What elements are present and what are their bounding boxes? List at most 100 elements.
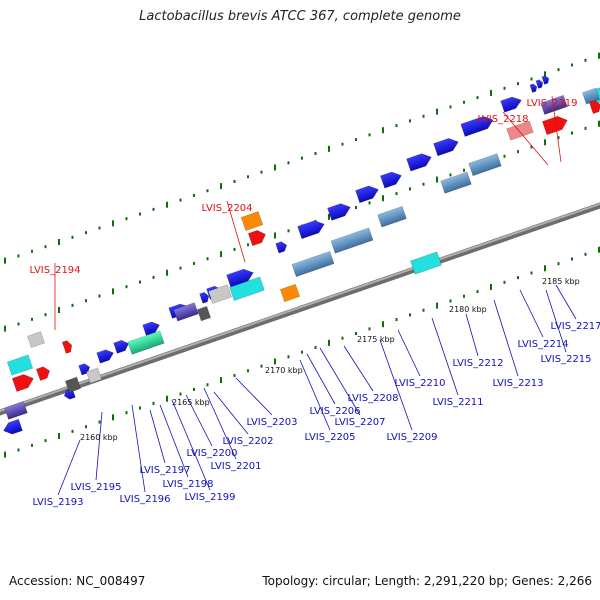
gene-reverse-shape	[3, 418, 23, 435]
mid-top-dot	[125, 285, 128, 289]
mid-top-dot	[328, 213, 330, 220]
lower-dot	[368, 327, 371, 331]
gene-steel	[468, 153, 502, 177]
gene-red-shape	[61, 340, 73, 354]
mid-top-dot	[193, 261, 195, 265]
lower-dot	[179, 392, 182, 396]
mid-top-dot	[98, 294, 101, 298]
gene-forward-shape	[96, 349, 114, 364]
gene-label: LVIS_2203	[246, 417, 297, 428]
lower-dot	[166, 395, 168, 402]
mid-top-dot	[287, 229, 290, 233]
lower-dot	[233, 373, 236, 377]
gene-grey	[208, 284, 232, 304]
lower-dot	[409, 313, 411, 317]
top-dot	[301, 156, 303, 160]
gene-steel-shape	[377, 205, 407, 228]
gene-label-leader	[213, 391, 249, 435]
mid-top-dot	[85, 299, 87, 303]
gene-forward-shape	[275, 241, 288, 254]
lower-dot	[287, 355, 290, 359]
mid-top-dot	[166, 269, 168, 276]
lower-dot	[125, 411, 128, 415]
gene-darkgrey	[64, 376, 82, 393]
gene-label-leader	[465, 313, 479, 357]
lower-dot	[314, 345, 317, 349]
mid-top-dot	[274, 232, 276, 239]
gene-label-leader	[235, 377, 273, 416]
gene-label: LVIS_2196	[119, 494, 170, 505]
lower-dot	[557, 262, 560, 266]
gene-label-leader	[493, 299, 519, 377]
lower-dot	[85, 425, 87, 429]
gene-darkgrey	[196, 305, 212, 322]
top-dot	[436, 108, 438, 115]
gene-cyan-shape	[410, 251, 442, 275]
gene-forward-shape	[380, 171, 402, 189]
mid-top-dot	[503, 154, 506, 158]
gene-forward	[226, 268, 254, 288]
top-dot	[166, 201, 168, 208]
accession-text: Accession: NC_008497	[9, 574, 146, 588]
gene-grey-shape	[85, 367, 103, 384]
gene-forward-shape	[460, 116, 494, 137]
gene-label: LVIS_2205	[304, 432, 355, 443]
gene-label: LVIS_2193	[32, 497, 83, 508]
gene-forward	[199, 291, 210, 304]
top-dot	[463, 100, 465, 104]
lower-dot	[44, 439, 47, 443]
gene-purple-shape	[4, 401, 28, 420]
gene-forward	[96, 349, 114, 364]
lower-dot	[341, 336, 344, 340]
gene-label-leader	[319, 347, 361, 416]
lower-dot	[193, 387, 195, 391]
top-dot	[598, 52, 600, 59]
gene-darkgrey-shape	[64, 376, 82, 393]
gene-red	[11, 374, 34, 392]
gene-red-shape	[35, 366, 51, 381]
gene-label-leader	[519, 289, 544, 338]
lower-dot	[4, 451, 6, 458]
gene-label: LVIS_2198	[162, 479, 213, 490]
gene-forward-shape	[199, 291, 210, 304]
gene-forward	[460, 116, 494, 137]
lower-dot	[206, 383, 209, 387]
gene-label: LVIS_2210	[394, 378, 445, 389]
gene-steel	[330, 227, 374, 254]
mid-top-dot	[517, 150, 519, 154]
mid-top-dot	[58, 306, 60, 313]
gene-purple	[4, 401, 28, 420]
gene-grey-shape	[27, 331, 45, 348]
gene-label-leader	[397, 329, 421, 377]
lower-dot	[598, 246, 600, 253]
gene-forward-shape	[541, 75, 550, 85]
gene-forward-shape	[500, 96, 522, 113]
top-dot	[125, 217, 128, 221]
lower-dot	[71, 429, 74, 433]
gene-darkgrey-shape	[196, 305, 212, 322]
gene-forward	[142, 321, 160, 336]
highlight-label: LVIS_2204	[201, 203, 252, 214]
gene-label: LVIS_2207	[334, 417, 385, 428]
top-dot	[179, 198, 182, 202]
gene-steel-shape	[291, 250, 335, 278]
lower-dot	[301, 350, 303, 354]
lower-dot	[355, 332, 357, 336]
lower-dot	[476, 290, 479, 294]
top-dot	[260, 170, 263, 174]
lower-dot	[152, 401, 155, 405]
gene-label: LVIS_2214	[517, 339, 568, 350]
gene-red-shape	[247, 229, 266, 247]
mid-top-dot	[584, 126, 587, 130]
topology-text: Topology: circular; Length: 2,291,220 bp…	[262, 574, 592, 588]
gene-green-shape	[127, 330, 165, 355]
gene-label-leader	[131, 404, 146, 493]
top-dot	[368, 133, 371, 137]
top-dot	[112, 220, 114, 227]
mid-top-dot	[247, 243, 249, 247]
mid-top-dot	[31, 317, 33, 321]
lower-dot	[395, 318, 398, 322]
gene-purple	[540, 94, 568, 115]
mid-top-dot	[463, 168, 465, 172]
highlight-label: LVIS_2218	[477, 114, 528, 125]
